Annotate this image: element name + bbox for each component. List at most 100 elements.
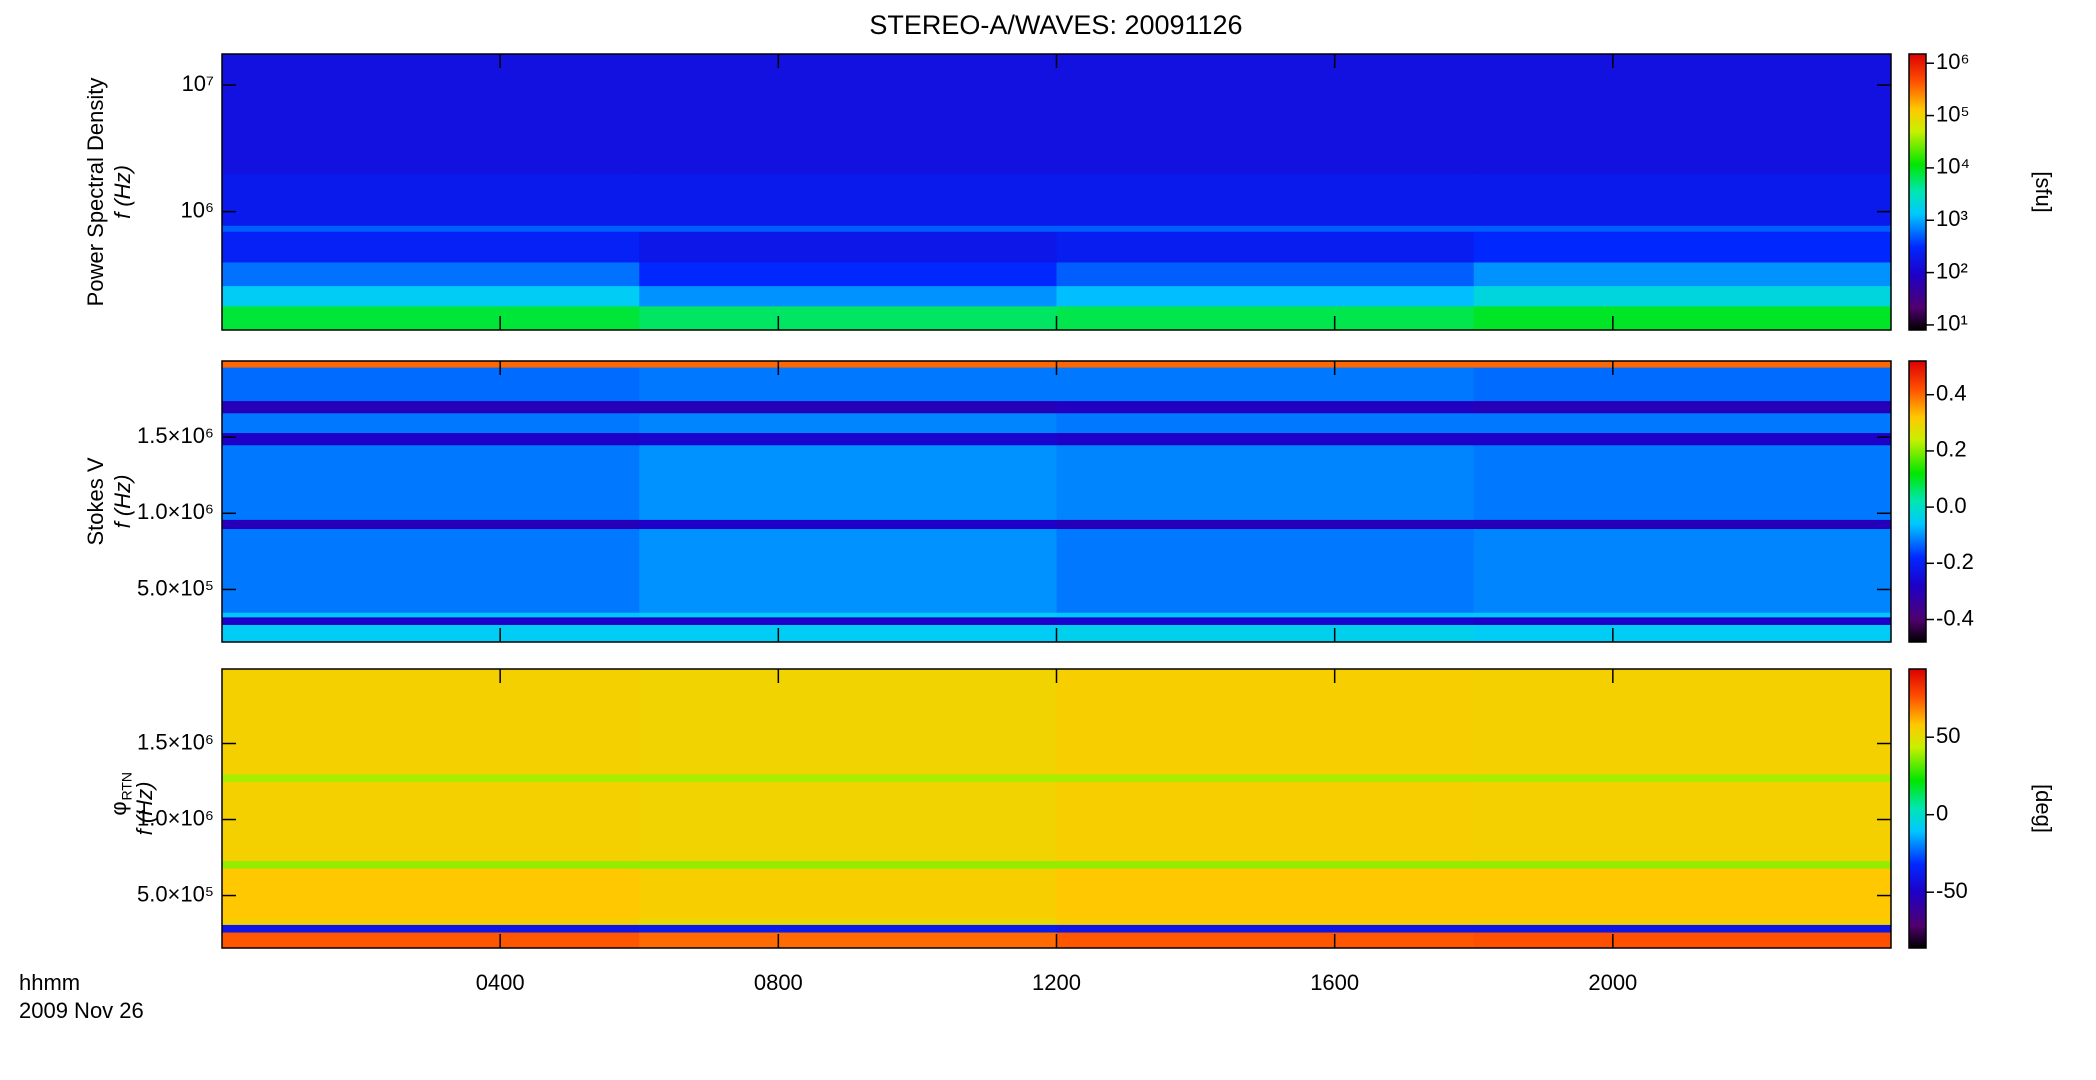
heatmap-cell xyxy=(1056,868,1475,919)
heatmap-cell xyxy=(222,367,640,402)
heatmap-cell xyxy=(1056,924,1475,933)
heatmap-cell xyxy=(1473,361,1892,368)
heatmap-cell xyxy=(639,924,1057,933)
heatmap-cell xyxy=(222,54,640,175)
heatmap-cell xyxy=(1473,612,1892,618)
heatmap-cell xyxy=(1056,932,1475,949)
heatmap-cell xyxy=(1056,367,1475,402)
heatmap-cell xyxy=(639,225,1057,232)
heatmap-cell xyxy=(1473,932,1892,949)
heatmap-cell xyxy=(1473,868,1892,919)
heatmap-cell xyxy=(1473,519,1892,530)
heatmap-cell xyxy=(639,868,1057,919)
heatmap-cell xyxy=(222,361,640,368)
heatmap-cell xyxy=(1056,528,1475,613)
heatmap-cell xyxy=(222,781,640,862)
heatmap-cell xyxy=(222,669,640,775)
heatmap-cell xyxy=(1056,669,1475,775)
colorbar xyxy=(1908,668,1927,949)
heatmap-cell xyxy=(639,173,1057,226)
heatmap-cell xyxy=(1473,624,1892,643)
colorbar xyxy=(1908,360,1927,643)
colorbar-tick-label: 10⁶ xyxy=(1936,49,1970,74)
heatmap-cell xyxy=(1473,400,1892,414)
heatmap-cell xyxy=(639,432,1057,446)
heatmap-cell xyxy=(222,400,640,414)
x-axis-label: hhmm xyxy=(19,970,80,995)
colorbar-tick-label: 10¹ xyxy=(1936,311,1968,336)
heatmap-cell xyxy=(1056,54,1475,175)
heatmap-cell xyxy=(1056,612,1475,618)
y-axis-label: f (Hz) xyxy=(110,165,135,219)
heatmap-cell xyxy=(1056,231,1475,263)
heatmap-cell xyxy=(639,528,1057,613)
heatmap-cell xyxy=(1056,432,1475,446)
heatmap-cell xyxy=(639,261,1057,287)
heatmap-cell xyxy=(1056,444,1475,520)
heatmap-cell xyxy=(222,412,640,434)
heatmap-cell xyxy=(222,432,640,446)
heatmap-cell xyxy=(1473,261,1892,287)
heatmap-cell xyxy=(1056,285,1475,307)
heatmap-cell xyxy=(1473,432,1892,446)
heatmap-cell xyxy=(222,231,640,263)
heatmap-cell xyxy=(222,261,640,287)
heatmap-cell xyxy=(639,860,1057,869)
y-tick-label: 5.0×10⁵ xyxy=(137,881,214,906)
colorbar-tick-label: 0 xyxy=(1936,801,1948,826)
heatmap-cell xyxy=(639,773,1057,783)
heatmap-cell xyxy=(1473,173,1892,226)
heatmap-cell xyxy=(639,285,1057,307)
y-tick-label: 1.5×10⁶ xyxy=(137,423,214,448)
heatmap-cell xyxy=(222,612,640,618)
heatmap-cell xyxy=(222,305,640,331)
heatmap-cell xyxy=(222,918,640,925)
y-tick-label: 5.0×10⁵ xyxy=(137,575,214,600)
heatmap-cell xyxy=(1056,261,1475,287)
heatmap-cell xyxy=(1056,412,1475,434)
heatmap-cell xyxy=(1056,400,1475,414)
heatmap-cell xyxy=(639,54,1057,175)
x-tick-label: 2000 xyxy=(1588,970,1637,995)
colorbar-tick-label: 0.4 xyxy=(1936,381,1967,406)
heatmap-cell xyxy=(1473,231,1892,263)
heatmap-cell xyxy=(639,412,1057,434)
heatmap-cell xyxy=(1056,361,1475,368)
heatmap-cell xyxy=(1473,444,1892,520)
y-axis-label: φ xyxy=(106,801,131,815)
heatmap-cell xyxy=(639,932,1057,949)
x-tick-label: 1200 xyxy=(1032,970,1081,995)
colorbar-tick-label: 0.0 xyxy=(1936,493,1967,518)
heatmap-cell xyxy=(222,285,640,307)
heatmap-cell xyxy=(1473,669,1892,775)
colorbar-tick-label: 0.2 xyxy=(1936,437,1967,462)
heatmap-cell xyxy=(639,361,1057,368)
heatmap-cell xyxy=(1473,412,1892,434)
heatmap-cell xyxy=(222,624,640,643)
colorbar-tick-label: -0.2 xyxy=(1936,549,1974,574)
y-tick-label: 1.5×10⁶ xyxy=(137,729,214,754)
heatmap-cell xyxy=(1473,924,1892,933)
heatmap-cell xyxy=(639,231,1057,263)
y-tick-label: 10⁷ xyxy=(182,71,214,96)
colorbar-tick-label: -0.4 xyxy=(1936,605,1974,630)
x-tick-label: 0800 xyxy=(754,970,803,995)
heatmap-cell xyxy=(1473,918,1892,925)
heatmap-cell xyxy=(222,860,640,869)
heatmap-cell xyxy=(1056,773,1475,783)
heatmap-cell xyxy=(639,616,1057,625)
heatmap-cell xyxy=(639,519,1057,530)
colorbar-label: [sfu] xyxy=(2031,171,2056,213)
heatmap-cell xyxy=(222,528,640,613)
heatmap-cell xyxy=(639,624,1057,643)
heatmap-cell xyxy=(222,225,640,232)
heatmap-cell xyxy=(222,773,640,783)
y-tick-label: 1.0×10⁶ xyxy=(137,499,214,524)
heatmap-cell xyxy=(1056,860,1475,869)
y-axis-label: f (Hz) xyxy=(132,782,157,836)
y-axis-label: f (Hz) xyxy=(110,475,135,529)
heatmap-cell xyxy=(222,924,640,933)
heatmap-cell xyxy=(1473,773,1892,783)
colorbar-tick-label: 10⁵ xyxy=(1936,101,1970,126)
